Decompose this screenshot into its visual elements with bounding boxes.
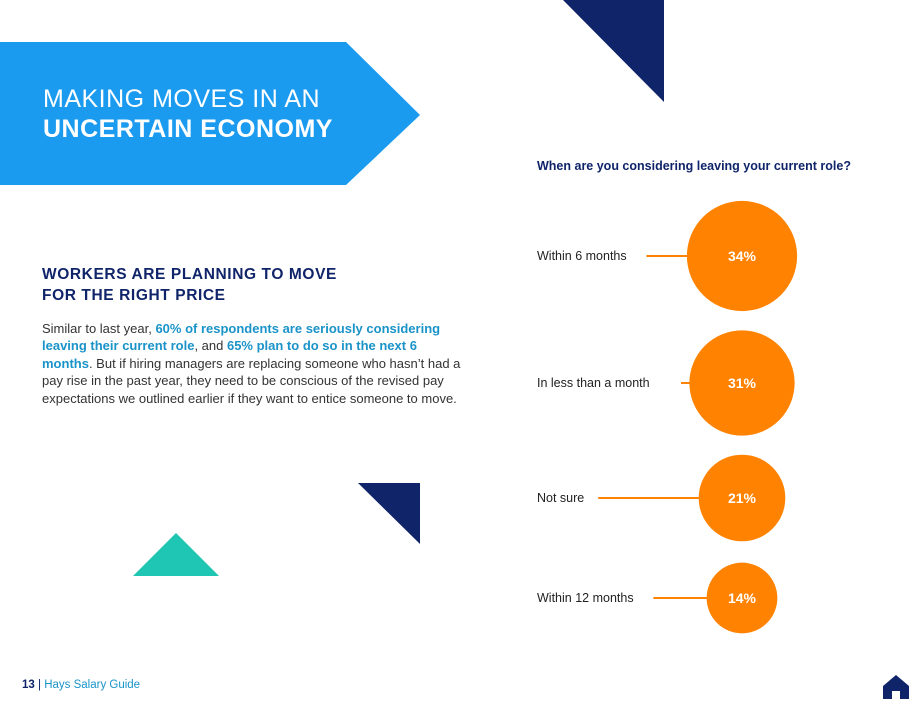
bubble <box>686 200 798 312</box>
bubble <box>706 562 778 634</box>
category-label: Within 12 months <box>537 591 634 605</box>
footer-separator: | <box>38 679 41 691</box>
bubble-chart: Within 6 months 34% In less than a month 31… <box>537 200 798 634</box>
value-label: 34% <box>728 248 757 264</box>
banner-title-line1: MAKING MOVES IN AN <box>43 85 321 113</box>
navy-triangle-middle <box>358 483 420 544</box>
chart-title: When are you considering leaving your cu… <box>537 159 851 173</box>
guide-name: Hays Salary Guide <box>44 679 141 691</box>
home-icon[interactable] <box>882 674 910 700</box>
teal-triangle <box>133 533 219 576</box>
value-label: 21% <box>728 490 757 506</box>
page-footer: 13 | Hays Salary Guide <box>22 679 140 691</box>
body-highlight-2: 65% plan to do so in the next 6 months <box>42 338 417 371</box>
page-number: 13 <box>22 679 35 691</box>
body-paragraph: Similar to last year, 60% of respondents… <box>42 320 462 407</box>
bubble <box>689 330 795 436</box>
value-label: 14% <box>728 590 757 606</box>
section-heading-line1: WORKERS ARE PLANNING TO MOVE <box>42 266 337 283</box>
category-label: Not sure <box>537 491 584 505</box>
body-highlight-1: 60% of respondents are seriously conside… <box>42 321 441 354</box>
category-label: In less than a month <box>537 376 650 390</box>
header-banner <box>0 42 420 185</box>
body-text-2: , and <box>194 338 227 354</box>
banner-title: MAKING MOVES IN AN UNCERTAIN ECONOMY <box>43 84 333 144</box>
body-text-3: . But if hiring managers are replacing s… <box>42 355 461 406</box>
section-heading-line2: FOR THE RIGHT PRICE <box>42 287 226 304</box>
bubble <box>698 454 786 542</box>
banner-title-line2: UNCERTAIN ECONOMY <box>43 115 333 143</box>
banner-arrow-shape <box>0 42 420 185</box>
body-text-1: Similar to last year, <box>42 321 156 336</box>
value-label: 31% <box>728 375 757 391</box>
category-label: Within 6 months <box>537 249 627 263</box>
section-heading: WORKERS ARE PLANNING TO MOVE FOR THE RIG… <box>42 264 402 306</box>
navy-triangle-top <box>563 0 664 102</box>
